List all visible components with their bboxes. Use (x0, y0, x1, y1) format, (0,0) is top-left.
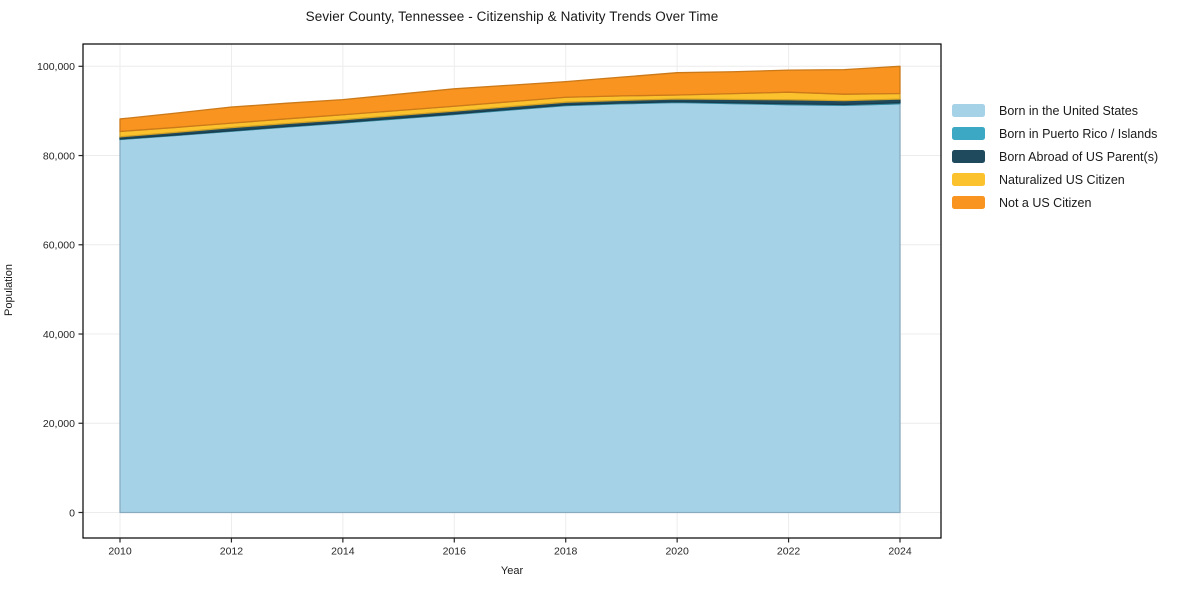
legend-label: Born in the United States (999, 103, 1138, 118)
x-tick-label: 2022 (777, 546, 801, 558)
chart-title: Sevier County, Tennessee - Citizenship &… (305, 9, 719, 24)
area-band-not-a-us-citizen (119, 65, 901, 133)
x-tick-label: 2024 (888, 546, 912, 558)
x-tick-label: 2020 (665, 546, 689, 558)
x-tick-label: 2012 (220, 546, 244, 558)
x-tick-label: 2016 (443, 546, 467, 558)
legend-row: Born in the United States (952, 103, 1158, 118)
legend-swatch (952, 173, 985, 186)
x-tick-label: 2014 (331, 546, 355, 558)
axes-frame (82, 43, 942, 539)
legend-label: Naturalized US Citizen (999, 172, 1125, 187)
x-axis-label: Year (500, 565, 524, 577)
y-tick-label: 80,000 (43, 150, 75, 162)
legend-row: Born in Puerto Rico / Islands (952, 126, 1158, 141)
legend-swatch (952, 150, 985, 163)
legend-row: Born Abroad of US Parent(s) (952, 149, 1159, 164)
x-tick-label: 2010 (108, 546, 132, 558)
legend-swatch (952, 104, 985, 117)
y-tick-label: 40,000 (43, 329, 75, 341)
legend: Born in the United States Born in Puerto … (952, 103, 1159, 210)
y-tick-label: 20,000 (43, 418, 75, 430)
x-tick-label: 2018 (554, 546, 578, 558)
legend-swatch (952, 127, 985, 140)
legend-swatch (952, 196, 985, 209)
y-tick-label: 60,000 (43, 240, 75, 252)
y-tick-label: 100,000 (37, 61, 75, 73)
legend-label: Born Abroad of US Parent(s) (999, 149, 1159, 164)
legend-row: Naturalized US Citizen (952, 172, 1158, 187)
y-axis-label: Population (3, 264, 15, 316)
legend-label: Born in Puerto Rico / Islands (999, 126, 1158, 141)
area-band-born-in-the-united-states (119, 101, 901, 514)
legend-label: Not a US Citizen (999, 195, 1092, 210)
y-tick-label: 0 (69, 507, 75, 519)
legend-row: Not a US Citizen (952, 195, 1158, 210)
